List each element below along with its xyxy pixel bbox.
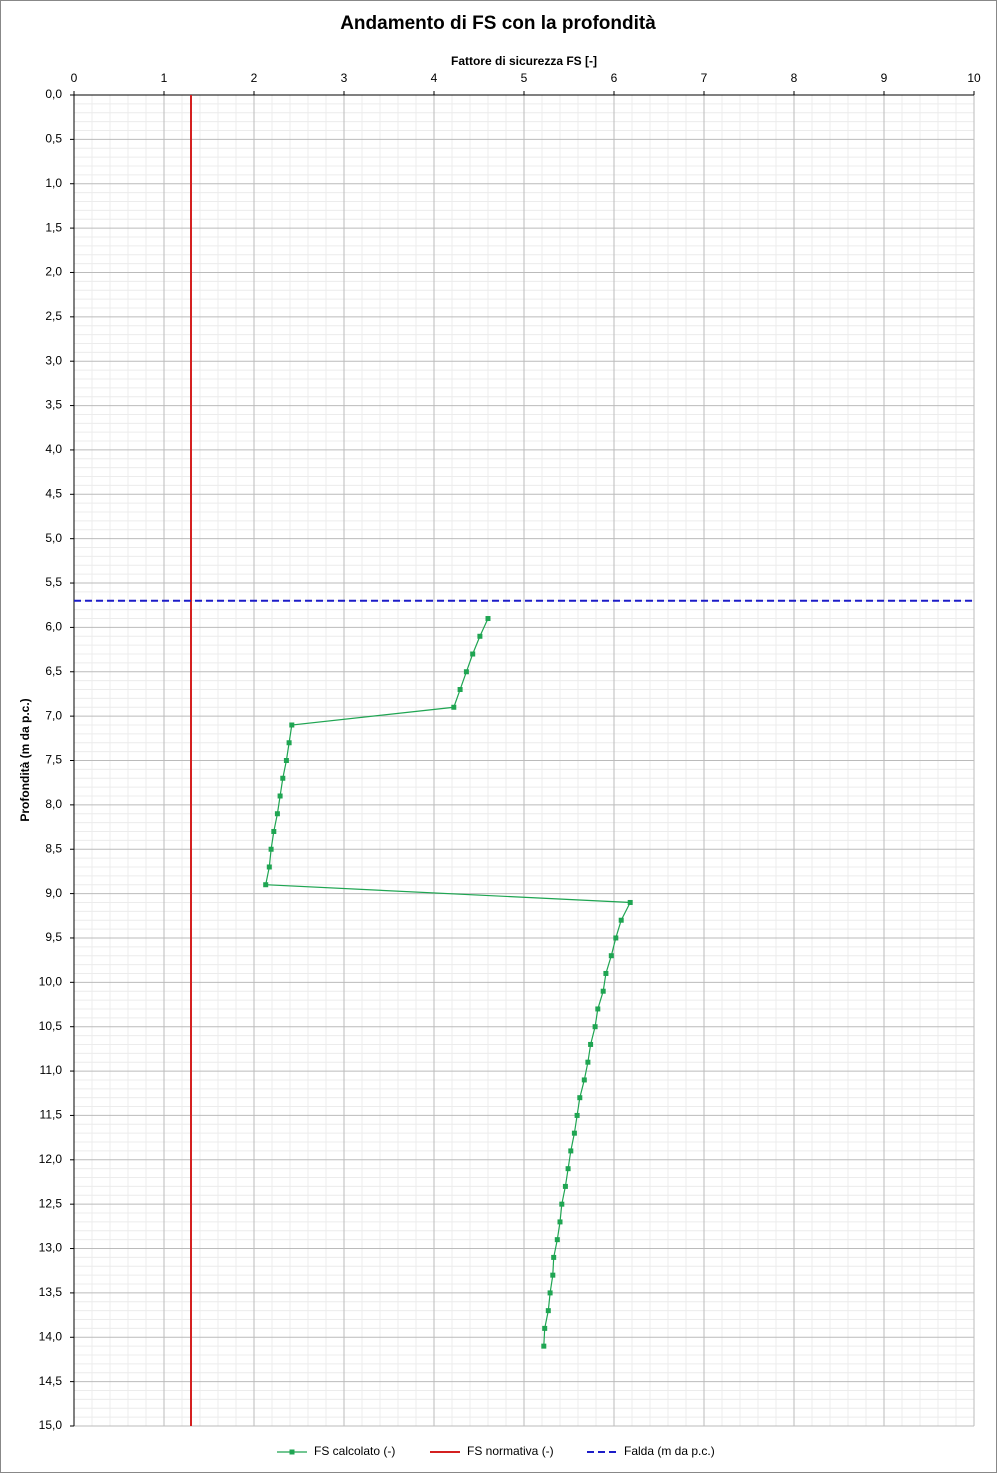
y-tick-label: 4,0 [45, 442, 62, 456]
fs-marker [571, 1130, 577, 1136]
x-tick-label: 8 [791, 71, 798, 85]
y-tick-label: 8,0 [45, 797, 62, 811]
y-tick-label: 1,5 [45, 220, 62, 234]
x-tick-label: 2 [251, 71, 258, 85]
y-tick-label: 14,0 [39, 1329, 63, 1343]
fs-marker [286, 740, 292, 746]
fs-marker [577, 1095, 583, 1101]
fs-marker [289, 722, 295, 728]
y-tick-label: 7,0 [45, 708, 62, 722]
fs-marker [603, 970, 609, 976]
fs-marker [574, 1112, 580, 1118]
legend-label: Falda (m da p.c.) [624, 1444, 715, 1458]
fs-marker [595, 1006, 601, 1012]
y-tick-label: 2,0 [45, 265, 62, 279]
y-tick-label: 10,5 [39, 1019, 63, 1033]
fs-marker [457, 687, 463, 693]
y-tick-label: 6,0 [45, 620, 62, 634]
fs-marker [550, 1272, 556, 1278]
fs-marker [451, 704, 457, 710]
y-tick-label: 13,0 [39, 1241, 63, 1255]
y-tick-label: 7,5 [45, 753, 62, 767]
y-tick-label: 3,0 [45, 353, 62, 367]
y-tick-label: 14,5 [39, 1374, 63, 1388]
x-tick-label: 7 [701, 71, 708, 85]
fs-marker [542, 1325, 548, 1331]
fs-marker [627, 899, 633, 905]
fs-marker [618, 917, 624, 923]
fs-marker [562, 1183, 568, 1189]
y-tick-label: 15,0 [39, 1418, 63, 1432]
fs-marker [463, 669, 469, 675]
fs-marker [477, 633, 483, 639]
y-tick-label: 0,5 [45, 132, 62, 146]
y-tick-label: 1,0 [45, 176, 62, 190]
fs-line [264, 618, 632, 1347]
fs-marker [470, 651, 476, 657]
y-tick-label: 10,0 [39, 975, 63, 989]
y-tick-label: 9,0 [45, 886, 62, 900]
y-tick-label: 2,5 [45, 309, 62, 323]
x-tick-label: 4 [431, 71, 438, 85]
x-tick-label: 3 [341, 71, 348, 85]
y-tick-label: 5,5 [45, 575, 62, 589]
fs-marker [581, 1077, 587, 1083]
fs-marker [274, 811, 280, 817]
legend-marker [289, 1449, 295, 1455]
fs-marker [266, 864, 272, 870]
y-tick-label: 0,0 [45, 87, 62, 101]
y-tick-label: 9,5 [45, 930, 62, 944]
fs-marker [283, 758, 289, 763]
fs-marker [568, 1148, 574, 1154]
y-tick-label: 4,5 [45, 486, 62, 500]
legend-label: FS calcolato (-) [314, 1444, 395, 1458]
fs-marker [565, 1166, 571, 1172]
x-tick-label: 9 [881, 71, 888, 85]
fs-marker [557, 1219, 563, 1225]
fs-marker [551, 1254, 557, 1260]
fs-marker [600, 988, 606, 994]
fs-marker [263, 882, 269, 888]
legend-label: FS normativa (-) [467, 1444, 554, 1458]
fs-marker [541, 1343, 547, 1349]
y-tick-label: 12,5 [39, 1196, 63, 1210]
fs-marker [554, 1237, 560, 1243]
fs-marker [280, 775, 286, 781]
fs-marker [608, 953, 614, 959]
y-tick-label: 11,5 [40, 1108, 63, 1122]
x-tick-label: 10 [967, 71, 981, 85]
fs-marker [592, 1024, 598, 1030]
fs-marker [547, 1290, 553, 1296]
x-axis-title: Fattore di sicurezza FS [-] [451, 54, 597, 68]
x-tick-label: 1 [161, 71, 168, 85]
x-tick-label: 6 [611, 71, 618, 85]
fs-marker [585, 1059, 591, 1065]
y-tick-label: 12,0 [39, 1152, 63, 1166]
x-tick-label: 0 [71, 71, 78, 85]
y-axis-title: Profondità (m da p.c.) [18, 698, 32, 821]
chart-title: Andamento di FS con la profondità [340, 13, 656, 34]
y-tick-label: 5,0 [45, 531, 62, 545]
x-tick-label: 5 [521, 71, 528, 85]
fs-marker [268, 846, 274, 852]
fs-marker [277, 793, 283, 799]
fs-marker [545, 1308, 551, 1314]
fs-marker [271, 828, 277, 834]
y-tick-label: 11,0 [40, 1063, 63, 1077]
y-tick-label: 13,5 [39, 1285, 63, 1299]
fs-marker [485, 616, 491, 622]
fs-marker [613, 935, 619, 941]
y-tick-label: 3,5 [45, 398, 62, 412]
y-tick-label: 6,5 [45, 664, 62, 678]
fs-marker [559, 1201, 565, 1207]
y-tick-label: 8,5 [45, 841, 62, 855]
fs-marker [588, 1041, 594, 1047]
